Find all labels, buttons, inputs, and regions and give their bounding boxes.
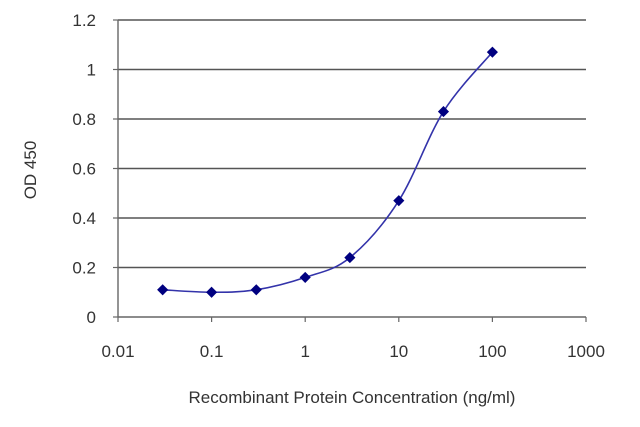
x-axis-label: Recombinant Protein Concentration (ng/ml… — [189, 388, 516, 407]
x-tick-label: 100 — [478, 342, 506, 361]
y-tick-labels: 0 0.2 0.4 0.6 0.8 1 1.2 — [72, 11, 96, 327]
grid-lines — [118, 19, 586, 269]
y-tick-label: 0 — [87, 308, 96, 327]
y-tick-label: 1 — [87, 61, 96, 80]
x-tick-label: 1 — [300, 342, 309, 361]
series-line — [162, 51, 494, 294]
y-tick-label: 0.8 — [72, 110, 96, 129]
data-point — [157, 284, 169, 296]
data-point — [486, 46, 498, 58]
data-point — [299, 271, 311, 283]
data-point — [393, 195, 405, 207]
y-tick-label: 0.6 — [72, 160, 96, 179]
data-point — [344, 252, 356, 264]
data-point — [206, 286, 218, 298]
x-tick-label: 0.1 — [200, 342, 224, 361]
series-group — [157, 46, 498, 298]
y-tick-label: 0.4 — [72, 209, 96, 228]
x-tick-label: 1000 — [567, 342, 605, 361]
y-axis-label: OD 450 — [21, 141, 40, 200]
x-tick-label: 10 — [389, 342, 408, 361]
data-point — [250, 284, 262, 296]
axes — [113, 19, 587, 322]
x-tick-labels: 0.01 0.1 1 10 100 1000 — [101, 342, 604, 361]
x-tick-label: 0.01 — [101, 342, 134, 361]
data-point — [437, 106, 450, 118]
y-tick-label: 0.2 — [72, 259, 96, 278]
y-tick-label: 1.2 — [72, 11, 96, 30]
